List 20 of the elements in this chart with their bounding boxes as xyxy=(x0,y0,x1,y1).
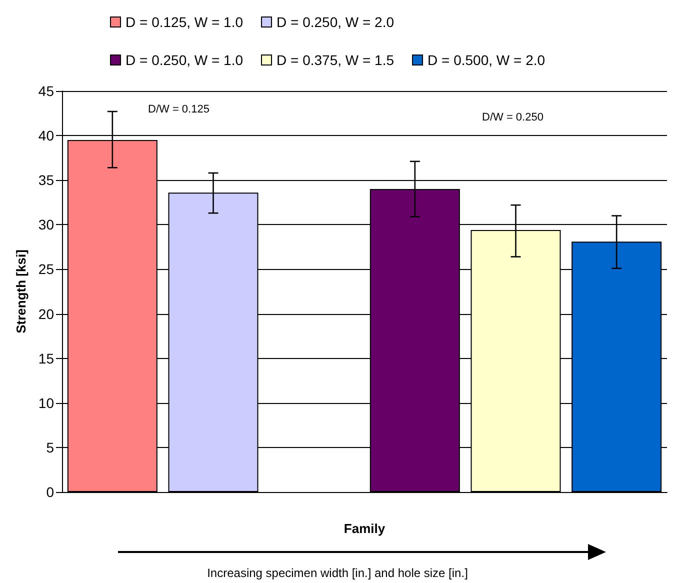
y-tick-label: 20 xyxy=(38,306,54,322)
y-tick-label: 5 xyxy=(46,439,54,456)
annotation: D/W = 0.250 xyxy=(482,112,544,124)
y-tick-label: 0 xyxy=(46,484,54,500)
y-tick-label: 25 xyxy=(38,261,54,278)
y-tick-label: 30 xyxy=(38,216,54,233)
text: Increasing specimen width [in.] and hole size [in.] xyxy=(206,566,469,580)
legend-label: D = 0.125, W = 1.0 xyxy=(126,14,244,30)
y-tick-label: 15 xyxy=(38,350,54,366)
y-tick-label: 35 xyxy=(38,172,54,188)
y-axis-title: Strength [ksi] xyxy=(14,250,29,334)
legend-label: D = 0.500, W = 2.0 xyxy=(428,52,546,68)
y-tick-label: 45 xyxy=(38,83,54,99)
x-axis-title: Family xyxy=(344,521,386,536)
y-tick-label: 10 xyxy=(38,394,54,411)
annotation: D/W = 0.125 xyxy=(148,104,210,116)
legend-label: D = 0.375, W = 1.5 xyxy=(276,52,394,68)
y-tick-label: 40 xyxy=(38,128,54,144)
legend-label: D = 0.250, W = 1.0 xyxy=(126,52,244,68)
legend-label: D = 0.250, W = 2.0 xyxy=(276,14,394,30)
